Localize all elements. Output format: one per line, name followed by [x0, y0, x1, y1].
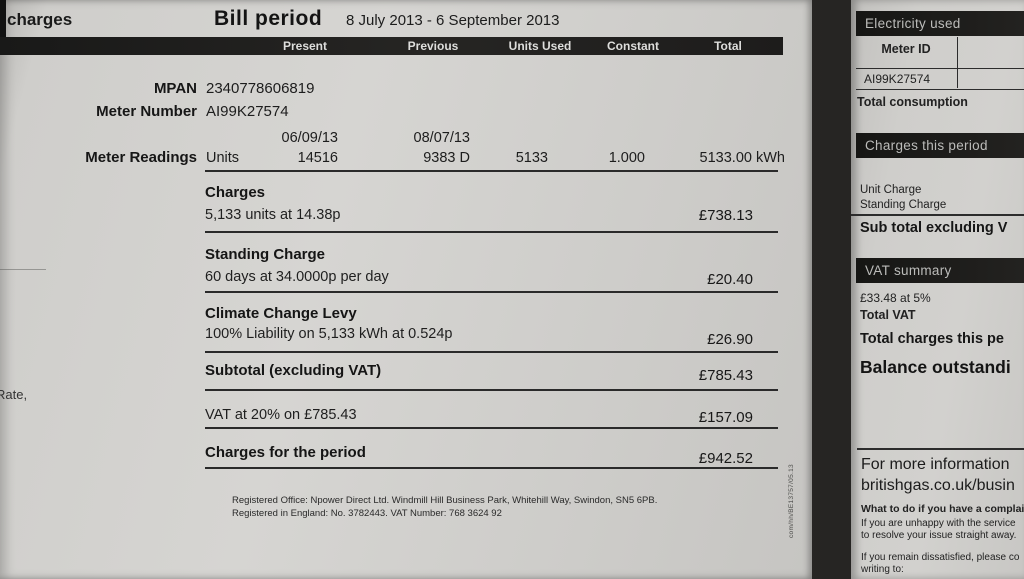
column-header-total: Total: [714, 39, 742, 53]
page-edge-mark: [0, 0, 6, 38]
units-used-value: 5133: [515, 150, 548, 166]
meter-id-label: Meter ID: [881, 42, 931, 56]
units-row-label: Units: [206, 150, 240, 166]
meter-table-line-top: [856, 68, 1024, 69]
previous-reading-value: 9383 D: [423, 150, 470, 166]
bill-period-dates: 8 July 2013 - 6 September 2013: [346, 12, 560, 29]
info-divider: [857, 448, 1024, 450]
subtotal-excl-vat-label: Sub total excluding V: [860, 220, 1008, 236]
mpan-value: 2340778606819: [206, 80, 315, 97]
charges-corner-label: charges: [7, 10, 73, 29]
mpan-label: MPAN: [153, 80, 197, 97]
complaint-line3: If you remain dissatisfied, please co: [861, 552, 1020, 563]
period-total-amount: £942.52: [698, 450, 753, 467]
charges-amount: £738.13: [698, 207, 753, 224]
columns-header-bar: [0, 37, 783, 55]
subtotal-amount: £785.43: [698, 367, 753, 384]
meter-number-value: AI99K27574: [206, 103, 289, 120]
column-header-previous: Previous: [407, 39, 459, 53]
vat-summary-detail: £33.48 at 5%: [860, 291, 931, 305]
divider-readings: [205, 170, 778, 172]
climate-levy-amount: £26.90: [707, 331, 753, 348]
charges-section-title: Charges: [205, 184, 266, 201]
footer-registered-england: Registered in England: No. 3782443. VAT …: [232, 508, 502, 519]
divider-standing: [205, 291, 778, 293]
standing-charge-label: Standing Charge: [860, 199, 947, 211]
total-consumption-label: Total consumption: [857, 95, 968, 109]
standing-charge-title: Standing Charge: [205, 246, 326, 263]
info-heading-line1: For more information: [861, 456, 1010, 473]
previous-date: 08/07/13: [413, 130, 470, 146]
divider-total: [205, 467, 778, 469]
climate-levy-detail: 100% Liability on 5,133 kWh at 0.524p: [205, 326, 453, 342]
total-vat-label: Total VAT: [860, 308, 916, 322]
complaint-line4: writing to:: [861, 564, 904, 575]
constant-value: 1.000: [608, 150, 645, 166]
charges-detail: 5,133 units at 14.38p: [205, 207, 341, 223]
summary-paper: Electricity used Meter ID AI99K27574 Tot…: [851, 0, 1024, 579]
electricity-used-header: Electricity used: [856, 11, 1024, 36]
divider-vat: [205, 427, 778, 429]
info-heading-url: britishgas.co.uk/busin: [861, 477, 1015, 494]
meter-table-vertical-line: [957, 37, 958, 88]
complaint-heading: What to do if you have a complai: [861, 503, 1024, 515]
column-header-units-used: Units Used: [508, 39, 572, 53]
paper-crease: [0, 269, 46, 270]
rate-side-note: Rate,: [0, 387, 28, 402]
divider-ccl: [205, 351, 778, 353]
present-date: 06/09/13: [281, 130, 338, 146]
period-total-title: Charges for the period: [205, 444, 366, 461]
meter-readings-label: Meter Readings: [85, 149, 197, 166]
footer-registered-office: Registered Office: Npower Direct Ltd. Wi…: [232, 495, 658, 506]
charges-period-divider: [851, 214, 1024, 216]
divider-subtotal: [205, 389, 778, 391]
total-kwh-value: 5133.00 kWh: [699, 150, 785, 166]
climate-levy-title: Climate Change Levy: [205, 305, 357, 322]
meter-number-label: Meter Number: [96, 103, 197, 120]
meter-table-line-bottom: [856, 89, 1024, 90]
subtotal-title: Subtotal (excluding VAT): [205, 362, 382, 379]
meter-id-value: AI99K27574: [864, 72, 931, 86]
present-reading-value: 14516: [297, 150, 338, 166]
divider-charges: [205, 231, 778, 233]
standing-charge-amount: £20.40: [707, 271, 753, 288]
bill-paper: charges Bill period 8 July 2013 - 6 Sept…: [0, 0, 812, 579]
complaint-line2: to resolve your issue straight away.: [861, 530, 1017, 541]
balance-outstanding-label: Balance outstandi: [860, 357, 1011, 377]
column-header-constant: Constant: [607, 39, 659, 53]
charges-period-header: Charges this period: [856, 133, 1024, 158]
vat-amount: £157.09: [698, 409, 753, 426]
column-header-present: Present: [282, 39, 328, 53]
vat-summary-header: VAT summary: [856, 258, 1024, 283]
total-charges-label: Total charges this pe: [860, 331, 1004, 347]
standing-charge-detail: 60 days at 34.0000p per day: [205, 269, 389, 285]
vat-detail: VAT at 20% on £785.43: [205, 407, 357, 423]
complaint-line1: If you are unhappy with the service: [861, 518, 1016, 529]
vertical-reference-code: com/hh/BE13757/05.13: [788, 464, 795, 538]
bill-period-title: Bill period: [214, 7, 323, 30]
unit-charge-label: Unit Charge: [860, 184, 922, 196]
